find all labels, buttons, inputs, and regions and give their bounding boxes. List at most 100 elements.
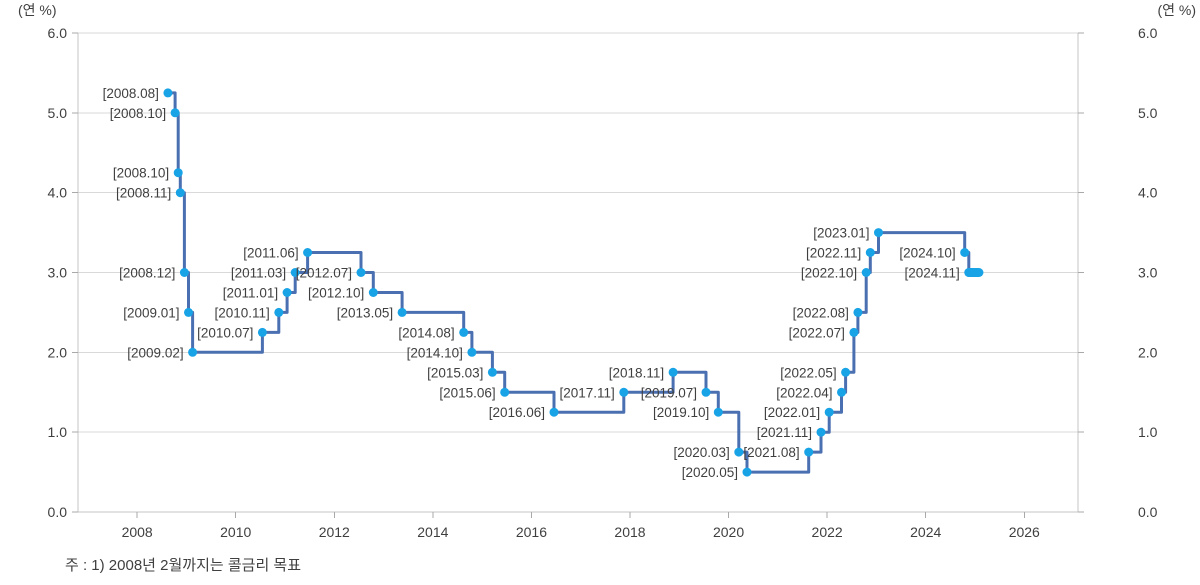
y-axis-tick-label-left: 4.0	[48, 185, 68, 201]
data-point-label: [2019.07]	[641, 385, 697, 400]
data-point-marker	[964, 268, 974, 277]
data-point-label: [2009.01]	[123, 305, 179, 320]
data-point-label: [2014.08]	[398, 325, 454, 340]
data-point-marker	[175, 188, 185, 198]
data-point-marker	[619, 387, 629, 397]
data-point-label: [2022.01]	[764, 405, 820, 420]
data-point-marker	[713, 407, 723, 417]
data-point-label: [2016.06]	[489, 405, 545, 420]
data-point-marker	[804, 447, 814, 457]
data-point-label: [2013.05]	[337, 305, 393, 320]
data-point-label: [2021.08]	[743, 445, 799, 460]
x-axis-tick-label: 2016	[516, 524, 547, 540]
data-point-label: [2020.03]	[673, 445, 729, 460]
data-point-label: [2008.11]	[116, 186, 171, 201]
data-point-marker	[668, 367, 678, 377]
data-point-label: [2018.11]	[609, 365, 664, 380]
y-axis-tick-label-right: 0.0	[1138, 504, 1158, 520]
data-point-marker	[487, 367, 497, 377]
data-point-marker	[549, 407, 559, 417]
y-axis-tick-label-left: 3.0	[48, 265, 68, 281]
data-point-label: [2011.01]	[223, 286, 278, 301]
data-point-label: [2022.08]	[793, 305, 849, 320]
data-point-marker	[853, 307, 863, 317]
right-axis-unit-label: (연 %)	[1157, 2, 1196, 18]
data-point-marker	[701, 387, 711, 397]
data-point-label: [2008.10]	[113, 166, 169, 181]
data-point-marker	[849, 327, 859, 337]
chart-footnote: 주 : 1) 2008년 2월까지는 콜금리 목표	[65, 557, 301, 574]
data-point-label: [2014.10]	[407, 345, 463, 360]
data-point-marker	[824, 407, 834, 417]
data-point-marker	[163, 88, 173, 98]
axes-layer	[72, 32, 1084, 518]
data-point-label: [2019.10]	[653, 405, 709, 420]
data-point-label: [2008.08]	[103, 86, 159, 101]
data-point-marker	[188, 347, 198, 357]
x-axis-tick-label: 2018	[614, 524, 645, 540]
data-point-label: [2020.05]	[682, 465, 738, 480]
data-point-marker	[173, 168, 183, 178]
data-point-marker	[861, 268, 871, 277]
data-point-marker	[303, 248, 313, 257]
data-point-label: [2015.06]	[439, 385, 495, 400]
data-point-label: [2012.10]	[308, 286, 364, 301]
y-axis-tick-label-right: 1.0	[1138, 424, 1158, 440]
data-point-marker	[865, 248, 875, 257]
data-point-marker	[282, 288, 292, 297]
data-point-label: [2024.11]	[904, 266, 959, 281]
data-point-label: [2023.01]	[813, 226, 869, 241]
x-axis-tick-label: 2014	[417, 524, 448, 540]
data-point-marker	[742, 467, 752, 477]
data-point-marker	[841, 367, 851, 377]
data-point-label: [2015.03]	[427, 365, 483, 380]
data-point-label: [2011.03]	[231, 266, 286, 281]
data-point-marker	[170, 108, 180, 118]
y-axis-tick-label-left: 2.0	[48, 344, 68, 360]
data-point-label: [2010.11]	[214, 305, 269, 320]
y-axis-tick-label-left: 0.0	[48, 504, 68, 520]
data-point-marker	[734, 447, 744, 457]
y-axis-tick-label-right: 5.0	[1138, 105, 1158, 121]
y-axis-tick-label-right: 6.0	[1138, 25, 1158, 41]
data-point-marker	[290, 268, 300, 277]
data-point-label: [2008.12]	[119, 266, 175, 281]
y-axis-tick-label-right: 4.0	[1138, 185, 1158, 201]
data-point-label: [2022.05]	[780, 365, 836, 380]
data-point-marker	[874, 228, 883, 238]
y-axis-tick-label-right: 2.0	[1138, 344, 1158, 360]
data-point-marker	[274, 307, 284, 317]
data-point-marker	[837, 387, 846, 397]
x-axis-tick-label: 2022	[812, 524, 843, 540]
data-point-marker	[960, 248, 970, 257]
data-point-label: [2010.07]	[197, 325, 253, 340]
data-point-label: [2024.10]	[899, 246, 955, 261]
data-point-marker	[257, 327, 267, 337]
data-point-label: [2022.07]	[789, 325, 845, 340]
x-axis-tick-label: 2024	[910, 524, 941, 540]
data-point-label: [2012.07]	[296, 266, 352, 281]
data-point-marker	[467, 347, 477, 357]
data-point-marker	[397, 307, 407, 317]
x-axis-tick-label: 2008	[122, 524, 153, 540]
x-axis-tick-label: 2026	[1009, 524, 1040, 540]
y-axis-tick-label-left: 6.0	[48, 25, 68, 41]
data-point-label: [2017.11]	[559, 385, 614, 400]
point-labels-layer: [2008.08] [2008.10] [2008.10] [2008.11] [200…	[103, 86, 960, 480]
rate-step-line	[166, 91, 971, 474]
data-point-label: [2009.02]	[127, 345, 183, 360]
data-point-marker	[179, 268, 189, 277]
x-axis-tick-label: 2020	[713, 524, 744, 540]
data-point-marker	[500, 387, 510, 397]
tick-labels-layer: 6.0 6.0 5.0 5.0 4.0 4.0 3.0 3.0 2.0 2.0 1.0 1.0 0.0 0…	[48, 25, 1158, 540]
data-point-label: [2008.10]	[110, 106, 166, 121]
left-axis-unit-label: (연 %)	[18, 2, 57, 18]
data-point-marker	[816, 427, 826, 437]
x-axis-tick-label: 2012	[319, 524, 350, 540]
y-axis-tick-label-left: 5.0	[48, 105, 68, 121]
data-point-marker	[368, 288, 378, 297]
data-point-label: [2022.11]	[806, 246, 861, 261]
data-point-label: [2022.10]	[801, 266, 857, 281]
data-point-label: [2021.11]	[757, 425, 812, 440]
